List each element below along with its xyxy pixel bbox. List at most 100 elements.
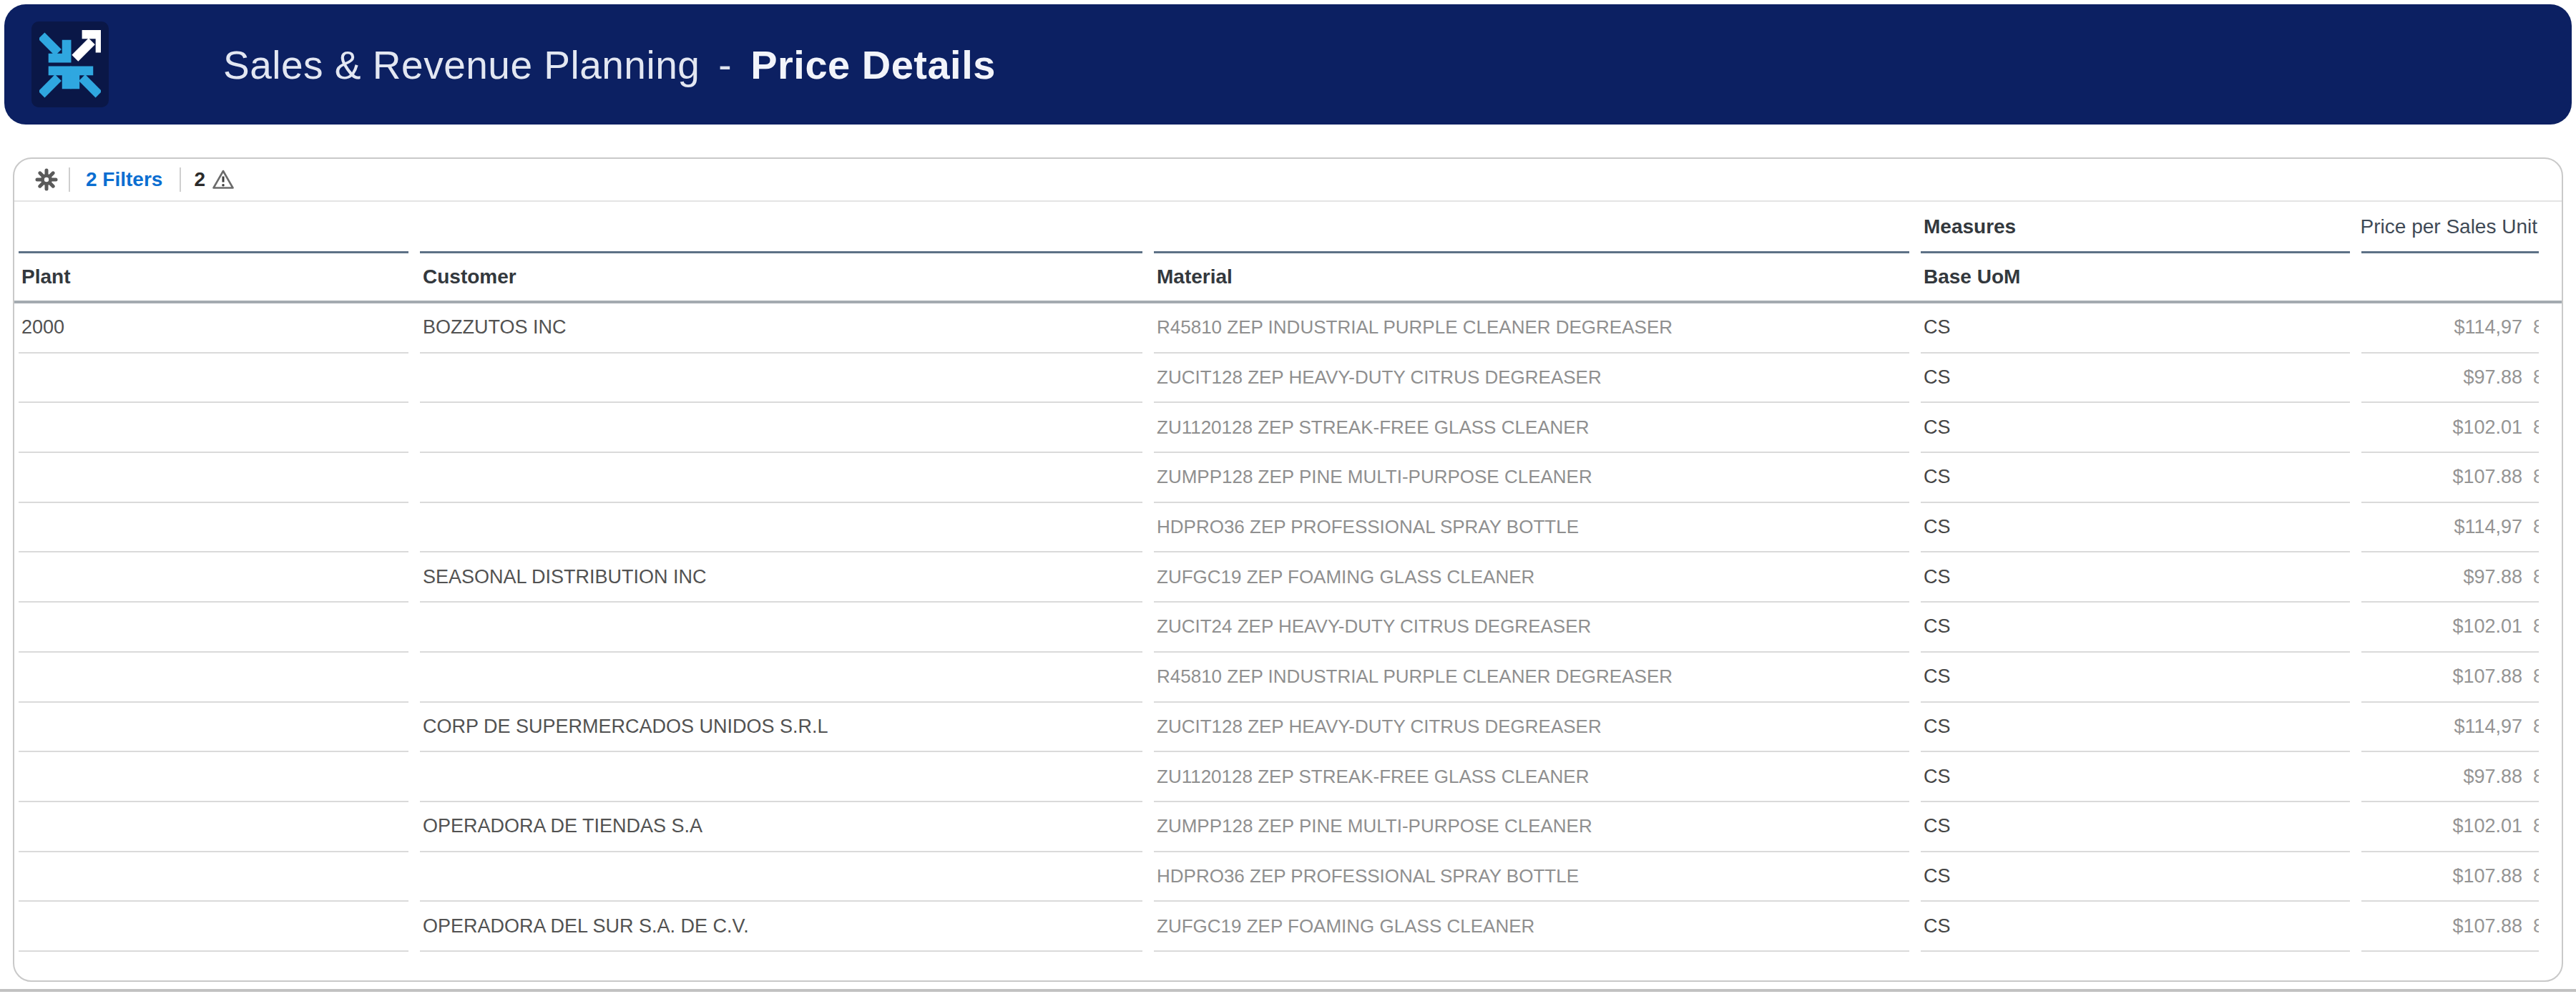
column-header-price-spacer [2361, 253, 2539, 301]
cell-plant[interactable] [19, 752, 408, 802]
cell-customer[interactable] [420, 603, 1142, 653]
cell-material[interactable]: ZUMPP128 ZEP PINE MULTI-PURPOSE CLEANER [1154, 453, 1909, 503]
app-header: Sales & Revenue Planning - Price Details [4, 4, 2572, 125]
cell-customer[interactable]: OPERADORA DEL SUR S.A. DE C.V. [420, 902, 1142, 952]
cell-customer[interactable] [420, 503, 1142, 553]
cell-customer[interactable]: CORP DE SUPERMERCADOS UNIDOS S.R.L [420, 703, 1142, 753]
cell-customer[interactable] [420, 653, 1142, 703]
converging-arrows-logo-icon [39, 30, 101, 99]
cell-customer[interactable] [420, 453, 1142, 503]
cell-price[interactable]: $97.888 [2361, 552, 2539, 603]
cell-plant[interactable] [19, 852, 408, 902]
cell-price[interactable]: $107.888 [2361, 653, 2539, 703]
cell-customer[interactable] [420, 852, 1142, 902]
column-header-customer[interactable]: Customer [420, 253, 1142, 301]
cell-customer[interactable] [420, 354, 1142, 404]
column-header-plant[interactable]: Plant [19, 253, 408, 301]
cell-base-uom[interactable]: CS [1921, 802, 2350, 852]
filters-link[interactable]: 2 Filters [86, 168, 162, 191]
cell-plant[interactable] [19, 354, 408, 404]
clipped-digit: 8 [2533, 667, 2539, 686]
cell-base-uom[interactable]: CS [1921, 303, 2350, 354]
cell-price[interactable]: $97.888 [2361, 354, 2539, 404]
cell-plant[interactable] [19, 552, 408, 603]
warning-triangle-icon [212, 169, 235, 190]
cell-price[interactable]: $102.018 [2361, 403, 2539, 453]
cell-base-uom[interactable]: CS [1921, 403, 2350, 453]
cell-base-uom[interactable]: CS [1921, 703, 2350, 753]
cell-plant[interactable] [19, 802, 408, 852]
cell-customer[interactable] [420, 403, 1142, 453]
price-value: $107.88 [2452, 865, 2522, 887]
page-bottom-divider [0, 989, 2576, 992]
cell-base-uom[interactable]: CS [1921, 453, 2350, 503]
cell-base-uom[interactable]: CS [1921, 503, 2350, 553]
cell-material[interactable]: ZUFGC19 ZEP FOAMING GLASS CLEANER [1154, 552, 1909, 603]
price-value: $114,97 [2454, 516, 2522, 538]
cell-price[interactable]: $97.888 [2361, 752, 2539, 802]
warning-count[interactable]: 2 [194, 168, 205, 191]
cell-material[interactable]: HDPRO36 ZEP PROFESSIONAL SPRAY BOTTLE [1154, 852, 1909, 902]
cell-price[interactable]: $102.018 [2361, 603, 2539, 653]
cell-plant[interactable] [19, 453, 408, 503]
cell-material[interactable]: ZU1120128 ZEP STREAK-FREE GLASS CLEANER [1154, 752, 1909, 802]
cell-customer[interactable] [420, 752, 1142, 802]
cell-material[interactable]: ZU1120128 ZEP STREAK-FREE GLASS CLEANER [1154, 403, 1909, 453]
cell-price[interactable]: $107.88 8 [2361, 852, 2539, 902]
cell-base-uom[interactable]: CS [1921, 902, 2350, 952]
column-header-measures[interactable]: Measures [1921, 202, 2350, 253]
cell-plant[interactable] [19, 902, 408, 952]
cell-material[interactable]: ZUFGC19 ZEP FOAMING GLASS CLEANER [1154, 902, 1909, 952]
price-value: $97.88 [2463, 566, 2522, 588]
price-value: $114,97 [2454, 316, 2522, 338]
page-title-app: Sales & Revenue Planning [223, 42, 700, 88]
cell-price[interactable]: $102.018 [2361, 802, 2539, 852]
clipped-digit: 8 [2533, 318, 2539, 337]
header-spacer-customer [420, 202, 1142, 253]
table-body: 2000 BOZZUTOS INC R45810 ZEP INDUSTRIAL … [14, 303, 2562, 952]
page-title: Sales & Revenue Planning - Price Details [223, 42, 996, 88]
cell-material[interactable]: ZUMPP128 ZEP PINE MULTI-PURPOSE CLEANER [1154, 802, 1909, 852]
cell-plant[interactable] [19, 653, 408, 703]
cell-base-uom[interactable]: CS [1921, 752, 2350, 802]
cell-plant[interactable] [19, 503, 408, 553]
price-value: $97.88 [2463, 766, 2522, 788]
header-spacer-plant [19, 202, 408, 253]
cell-material[interactable]: R45810 ZEP INDUSTRIAL PURPLE CLEANER DEG… [1154, 653, 1909, 703]
column-header-price-per-sales-unit[interactable]: Price per Sales Unit [2361, 202, 2539, 253]
toolbar-divider [69, 167, 70, 192]
clipped-digit: 8 [2533, 867, 2539, 886]
cell-material[interactable]: ZUCIT128 ZEP HEAVY-DUTY CITRUS DEGREASER [1154, 354, 1909, 404]
clipped-digit: 8 [2533, 368, 2539, 387]
table-toolbar: 2 Filters 2 [14, 159, 2562, 202]
cell-customer[interactable]: BOZZUTOS INC [420, 303, 1142, 354]
cell-price[interactable]: $114,978 [2361, 703, 2539, 753]
column-header-base-uom[interactable]: Base UoM [1921, 253, 2350, 301]
cell-customer[interactable]: OPERADORA DE TIENDAS S.A [420, 802, 1142, 852]
cell-customer[interactable]: SEASONAL DISTRIBUTION INC [420, 552, 1142, 603]
column-header-material[interactable]: Material [1154, 253, 1909, 301]
cell-base-uom[interactable]: CS [1921, 354, 2350, 404]
cell-material[interactable]: R45810 ZEP INDUSTRIAL PURPLE CLEANER DEG… [1154, 303, 1909, 354]
cell-price[interactable]: $114,97 8 [2361, 303, 2539, 354]
cell-price[interactable]: $107.888 [2361, 902, 2539, 952]
clipped-digit: 8 [2533, 917, 2539, 936]
table-card: 2 Filters 2 Measures Price per Sales Uni… [13, 157, 2563, 982]
cell-base-uom[interactable]: CS [1921, 653, 2350, 703]
cell-plant[interactable] [19, 703, 408, 753]
cell-material[interactable]: ZUCIT24 ZEP HEAVY-DUTY CITRUS DEGREASER [1154, 603, 1909, 653]
cell-price[interactable]: $114,978 [2361, 503, 2539, 553]
cell-plant[interactable] [19, 603, 408, 653]
page-title-view: Price Details [750, 42, 996, 88]
cell-plant[interactable]: 2000 [19, 303, 408, 354]
cell-base-uom[interactable]: CS [1921, 552, 2350, 603]
cell-base-uom[interactable]: CS [1921, 852, 2350, 902]
cell-plant[interactable] [19, 403, 408, 453]
cell-price[interactable]: $107.888 [2361, 453, 2539, 503]
settings-button[interactable] [34, 167, 59, 192]
cell-material[interactable]: HDPRO36 ZEP PROFESSIONAL SPRAY BOTTLE [1154, 503, 1909, 553]
table-header-dimensions-row: Plant Customer Material Base UoM [14, 253, 2562, 301]
cell-material[interactable]: ZUCIT128 ZEP HEAVY-DUTY CITRUS DEGREASER [1154, 703, 1909, 753]
cell-base-uom[interactable]: CS [1921, 603, 2350, 653]
warning-badge[interactable] [211, 167, 235, 192]
